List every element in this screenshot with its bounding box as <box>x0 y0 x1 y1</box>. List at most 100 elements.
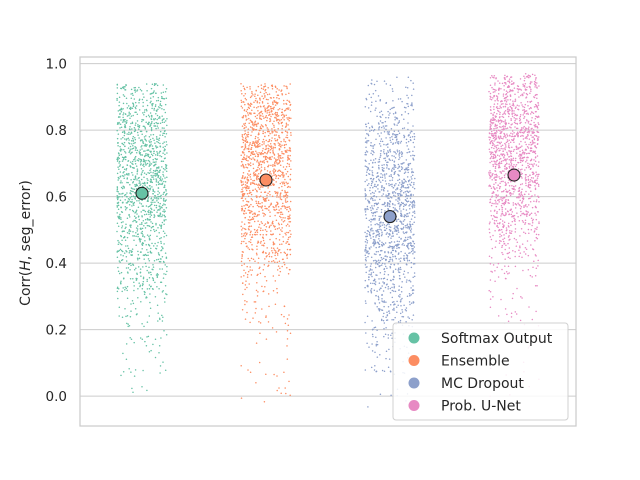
data-point <box>396 243 399 246</box>
data-point <box>143 155 146 158</box>
data-point <box>140 90 143 92</box>
data-point <box>277 250 280 252</box>
data-point <box>264 131 266 134</box>
data-point <box>117 144 119 147</box>
data-point <box>165 167 168 170</box>
data-point <box>409 303 411 306</box>
data-point <box>365 160 367 163</box>
data-point <box>122 287 124 289</box>
data-point <box>122 171 124 174</box>
data-point <box>258 210 260 213</box>
data-point <box>289 154 291 157</box>
data-point <box>267 87 269 89</box>
data-point <box>411 130 413 133</box>
data-point <box>378 302 381 304</box>
data-point <box>276 261 279 263</box>
data-point <box>534 228 536 230</box>
data-point <box>256 101 259 104</box>
data-point <box>508 159 511 161</box>
data-point <box>286 257 288 259</box>
data-point <box>137 250 139 253</box>
data-point <box>129 315 132 318</box>
data-point <box>509 99 512 101</box>
data-point <box>146 104 149 107</box>
data-point <box>503 81 506 84</box>
data-point <box>364 180 366 183</box>
data-point <box>496 126 499 129</box>
data-point <box>406 227 409 229</box>
data-point <box>375 336 377 338</box>
data-point <box>246 133 248 136</box>
data-point <box>121 259 124 261</box>
data-point <box>371 275 373 278</box>
data-point <box>132 235 134 237</box>
data-point <box>253 301 256 303</box>
data-point <box>139 181 141 183</box>
data-point <box>121 239 123 242</box>
data-point <box>273 120 275 122</box>
data-point <box>156 152 159 154</box>
data-point <box>121 181 123 184</box>
data-point <box>118 152 120 155</box>
data-point <box>163 273 165 275</box>
data-point <box>369 198 372 200</box>
data-point <box>155 92 157 94</box>
data-point <box>159 130 162 133</box>
data-point <box>366 342 368 344</box>
data-point <box>246 286 248 289</box>
data-point <box>285 242 287 244</box>
data-point <box>283 103 285 105</box>
data-point <box>504 188 507 190</box>
data-point <box>397 321 400 323</box>
data-point <box>365 174 368 177</box>
data-point <box>139 240 141 242</box>
data-point <box>388 183 390 185</box>
data-point <box>268 205 271 208</box>
data-point <box>398 150 401 152</box>
data-point <box>146 218 149 221</box>
data-point <box>495 129 498 132</box>
data-point <box>118 162 120 164</box>
data-point <box>244 232 247 234</box>
data-point <box>501 191 503 193</box>
data-point <box>256 153 259 156</box>
data-point <box>148 172 151 175</box>
data-point <box>160 197 162 199</box>
data-point <box>116 222 119 225</box>
data-point <box>367 255 369 258</box>
data-point <box>396 187 398 190</box>
data-point <box>496 148 498 151</box>
data-point <box>410 228 413 230</box>
data-point <box>524 128 526 131</box>
data-point <box>400 298 402 301</box>
data-point <box>127 197 130 200</box>
data-point <box>129 161 132 163</box>
data-point <box>127 323 129 325</box>
data-point <box>149 213 152 215</box>
data-point <box>531 179 533 182</box>
data-point <box>534 206 537 208</box>
data-point <box>276 287 278 290</box>
data-point <box>269 172 271 174</box>
data-point <box>402 208 405 210</box>
data-point <box>386 311 388 313</box>
data-point <box>154 154 157 156</box>
data-point <box>267 128 269 130</box>
data-point <box>372 271 375 273</box>
data-point <box>252 94 254 96</box>
data-point <box>118 160 121 163</box>
data-point <box>125 195 128 198</box>
data-point <box>161 204 164 207</box>
data-point <box>152 225 155 228</box>
data-point <box>152 279 155 282</box>
data-point <box>246 167 249 169</box>
data-point <box>159 202 161 205</box>
data-point <box>522 221 525 223</box>
data-point <box>402 220 405 222</box>
data-point <box>139 223 141 226</box>
data-point <box>382 315 384 318</box>
data-point <box>405 106 407 109</box>
data-point <box>276 291 279 294</box>
data-point <box>133 285 135 287</box>
data-point <box>369 228 372 231</box>
